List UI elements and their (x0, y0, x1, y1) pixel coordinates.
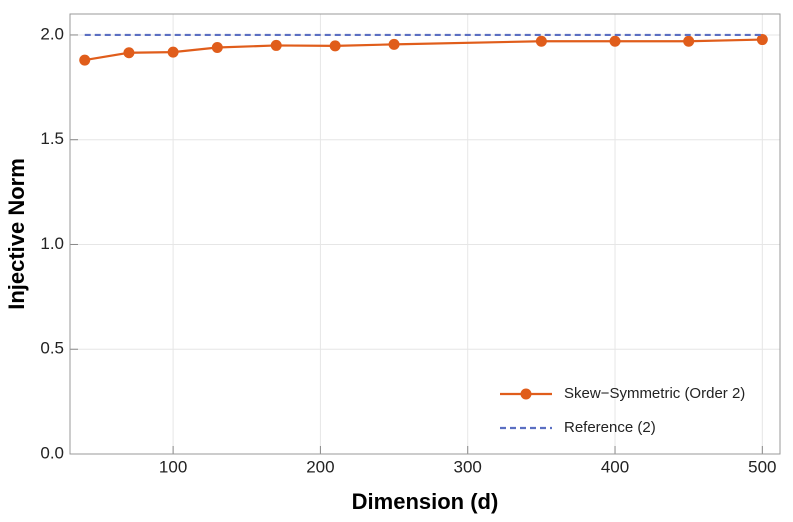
y-tick-label: 1.0 (40, 234, 64, 253)
y-axis-title: Injective Norm (4, 158, 29, 310)
series-line (84, 38, 763, 62)
point (79, 54, 91, 66)
point (123, 47, 135, 59)
legend-label: Skew−Symmetric (Order 2) (564, 385, 745, 402)
x-axis-title: Dimension (d) (352, 489, 499, 514)
plot-frame (69, 13, 781, 455)
point (535, 35, 547, 47)
legend-marker (520, 388, 532, 400)
x-tick-label: 200 (306, 457, 334, 476)
x-tick-label: 400 (601, 457, 629, 476)
point (329, 40, 341, 52)
point (683, 35, 695, 47)
x-tick-label: 300 (454, 457, 482, 476)
point (756, 34, 768, 46)
point (167, 46, 179, 58)
y-tick-label: 2.0 (40, 24, 64, 43)
y-tick-label: 1.5 (40, 129, 64, 148)
point (270, 39, 282, 51)
x-tick-label: 100 (159, 457, 187, 476)
point (388, 38, 400, 50)
y-tick-label: 0.0 (40, 443, 64, 462)
x-tick-label: 500 (748, 457, 776, 476)
point (211, 42, 223, 54)
legend-label: Reference (2) (564, 419, 656, 436)
y-tick-label: 0.5 (40, 339, 64, 358)
point (609, 35, 621, 47)
